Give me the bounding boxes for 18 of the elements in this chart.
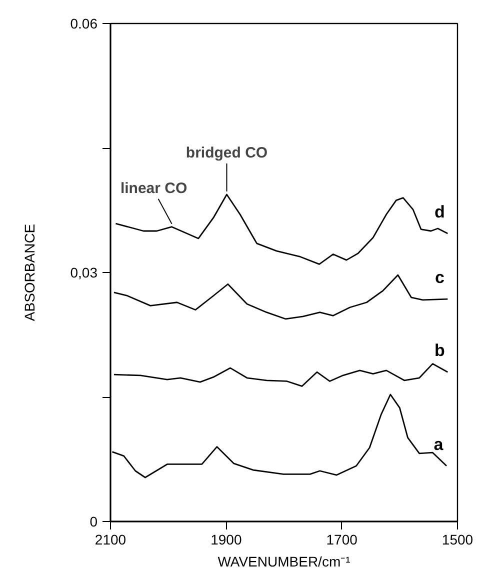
x-tick-label: 1900 [210, 532, 242, 548]
y-axis-title: ABSORBANCE [21, 224, 38, 322]
annotation: bridged CO [186, 144, 268, 162]
line-series [115, 194, 448, 265]
x-tick-label: 2100 [94, 532, 126, 548]
y-tick-label: 0 [90, 514, 98, 530]
line-series [113, 274, 448, 320]
x-tick-label: 1500 [442, 532, 474, 548]
series-label: a [434, 434, 444, 454]
series-label: d [434, 202, 445, 222]
y-tick-label: 0,03 [70, 264, 98, 280]
x-tick-label: 1700 [326, 532, 358, 548]
y-tick-label: 0.06 [70, 16, 98, 32]
series-label: b [434, 341, 445, 360]
x-axis-title: WAVENUMBER/cm⁻¹ [218, 554, 351, 570]
series-label: c [434, 268, 444, 288]
line-series [113, 363, 448, 387]
annotation: linear CO [120, 180, 188, 197]
